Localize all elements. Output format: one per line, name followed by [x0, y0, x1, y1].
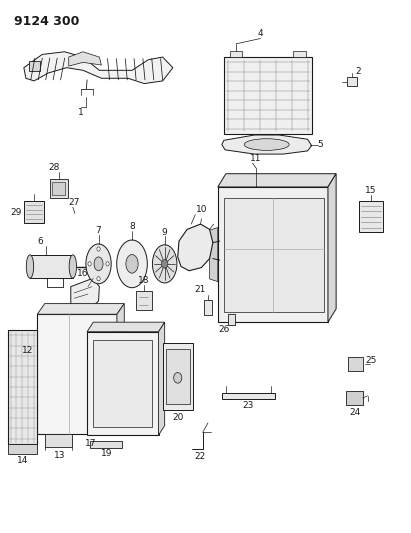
Polygon shape — [29, 61, 40, 71]
Polygon shape — [228, 314, 236, 325]
Polygon shape — [358, 201, 383, 232]
Polygon shape — [224, 57, 312, 134]
Polygon shape — [46, 433, 72, 447]
Text: 26: 26 — [218, 325, 230, 334]
Polygon shape — [159, 322, 165, 435]
Polygon shape — [37, 304, 124, 314]
Text: 12: 12 — [22, 345, 33, 354]
Polygon shape — [349, 357, 363, 372]
Circle shape — [162, 260, 168, 268]
Text: 5: 5 — [318, 140, 323, 149]
Ellipse shape — [69, 255, 76, 278]
Polygon shape — [117, 304, 124, 433]
Text: 6: 6 — [37, 237, 43, 246]
Circle shape — [106, 262, 109, 266]
Polygon shape — [30, 255, 73, 278]
Polygon shape — [24, 52, 173, 84]
Ellipse shape — [126, 255, 138, 273]
Polygon shape — [166, 349, 190, 405]
Polygon shape — [90, 441, 122, 448]
Ellipse shape — [117, 240, 147, 288]
Circle shape — [174, 373, 182, 383]
Polygon shape — [69, 52, 102, 66]
Polygon shape — [222, 393, 275, 399]
Ellipse shape — [244, 139, 289, 150]
Polygon shape — [293, 51, 305, 57]
Text: 9124 300: 9124 300 — [14, 14, 79, 28]
Text: 8: 8 — [129, 222, 135, 231]
Polygon shape — [71, 278, 99, 312]
Polygon shape — [93, 340, 152, 427]
Text: 21: 21 — [194, 285, 206, 294]
Polygon shape — [163, 343, 193, 410]
Text: 23: 23 — [242, 401, 254, 410]
Polygon shape — [210, 228, 218, 281]
Text: 20: 20 — [172, 413, 183, 422]
Polygon shape — [347, 77, 356, 86]
Polygon shape — [37, 314, 117, 433]
Polygon shape — [51, 179, 67, 198]
Text: 14: 14 — [16, 456, 28, 465]
Polygon shape — [7, 330, 37, 444]
Ellipse shape — [26, 255, 34, 278]
Polygon shape — [24, 201, 44, 223]
Text: 19: 19 — [101, 449, 113, 458]
Polygon shape — [87, 322, 165, 332]
Ellipse shape — [152, 245, 177, 283]
Polygon shape — [178, 224, 213, 271]
Polygon shape — [7, 444, 37, 454]
Text: 24: 24 — [349, 408, 360, 417]
Polygon shape — [230, 51, 242, 57]
Text: 28: 28 — [48, 164, 60, 172]
Text: 7: 7 — [96, 226, 102, 235]
Polygon shape — [87, 332, 159, 435]
Ellipse shape — [94, 257, 103, 271]
Polygon shape — [204, 301, 212, 316]
Text: 4: 4 — [258, 29, 263, 38]
Circle shape — [97, 247, 100, 251]
Text: 25: 25 — [365, 357, 376, 366]
Text: 18: 18 — [138, 276, 150, 285]
Text: 29: 29 — [10, 208, 22, 217]
Polygon shape — [136, 292, 152, 310]
Polygon shape — [218, 187, 328, 322]
Polygon shape — [222, 135, 312, 154]
Polygon shape — [218, 174, 336, 187]
Circle shape — [97, 277, 100, 281]
Text: 1: 1 — [78, 108, 84, 117]
Text: 10: 10 — [196, 205, 207, 214]
Circle shape — [88, 262, 91, 266]
Polygon shape — [346, 391, 363, 406]
Ellipse shape — [86, 244, 111, 284]
Text: 9: 9 — [162, 228, 168, 237]
Text: 22: 22 — [194, 453, 206, 462]
Text: 2: 2 — [356, 67, 361, 76]
Text: 17: 17 — [85, 439, 97, 448]
Polygon shape — [53, 182, 65, 195]
Polygon shape — [328, 174, 336, 322]
Text: 13: 13 — [54, 451, 65, 461]
Polygon shape — [224, 198, 324, 312]
Text: 16: 16 — [77, 269, 89, 278]
Text: 27: 27 — [68, 198, 80, 207]
Text: 15: 15 — [365, 186, 376, 195]
Text: 11: 11 — [249, 155, 261, 164]
